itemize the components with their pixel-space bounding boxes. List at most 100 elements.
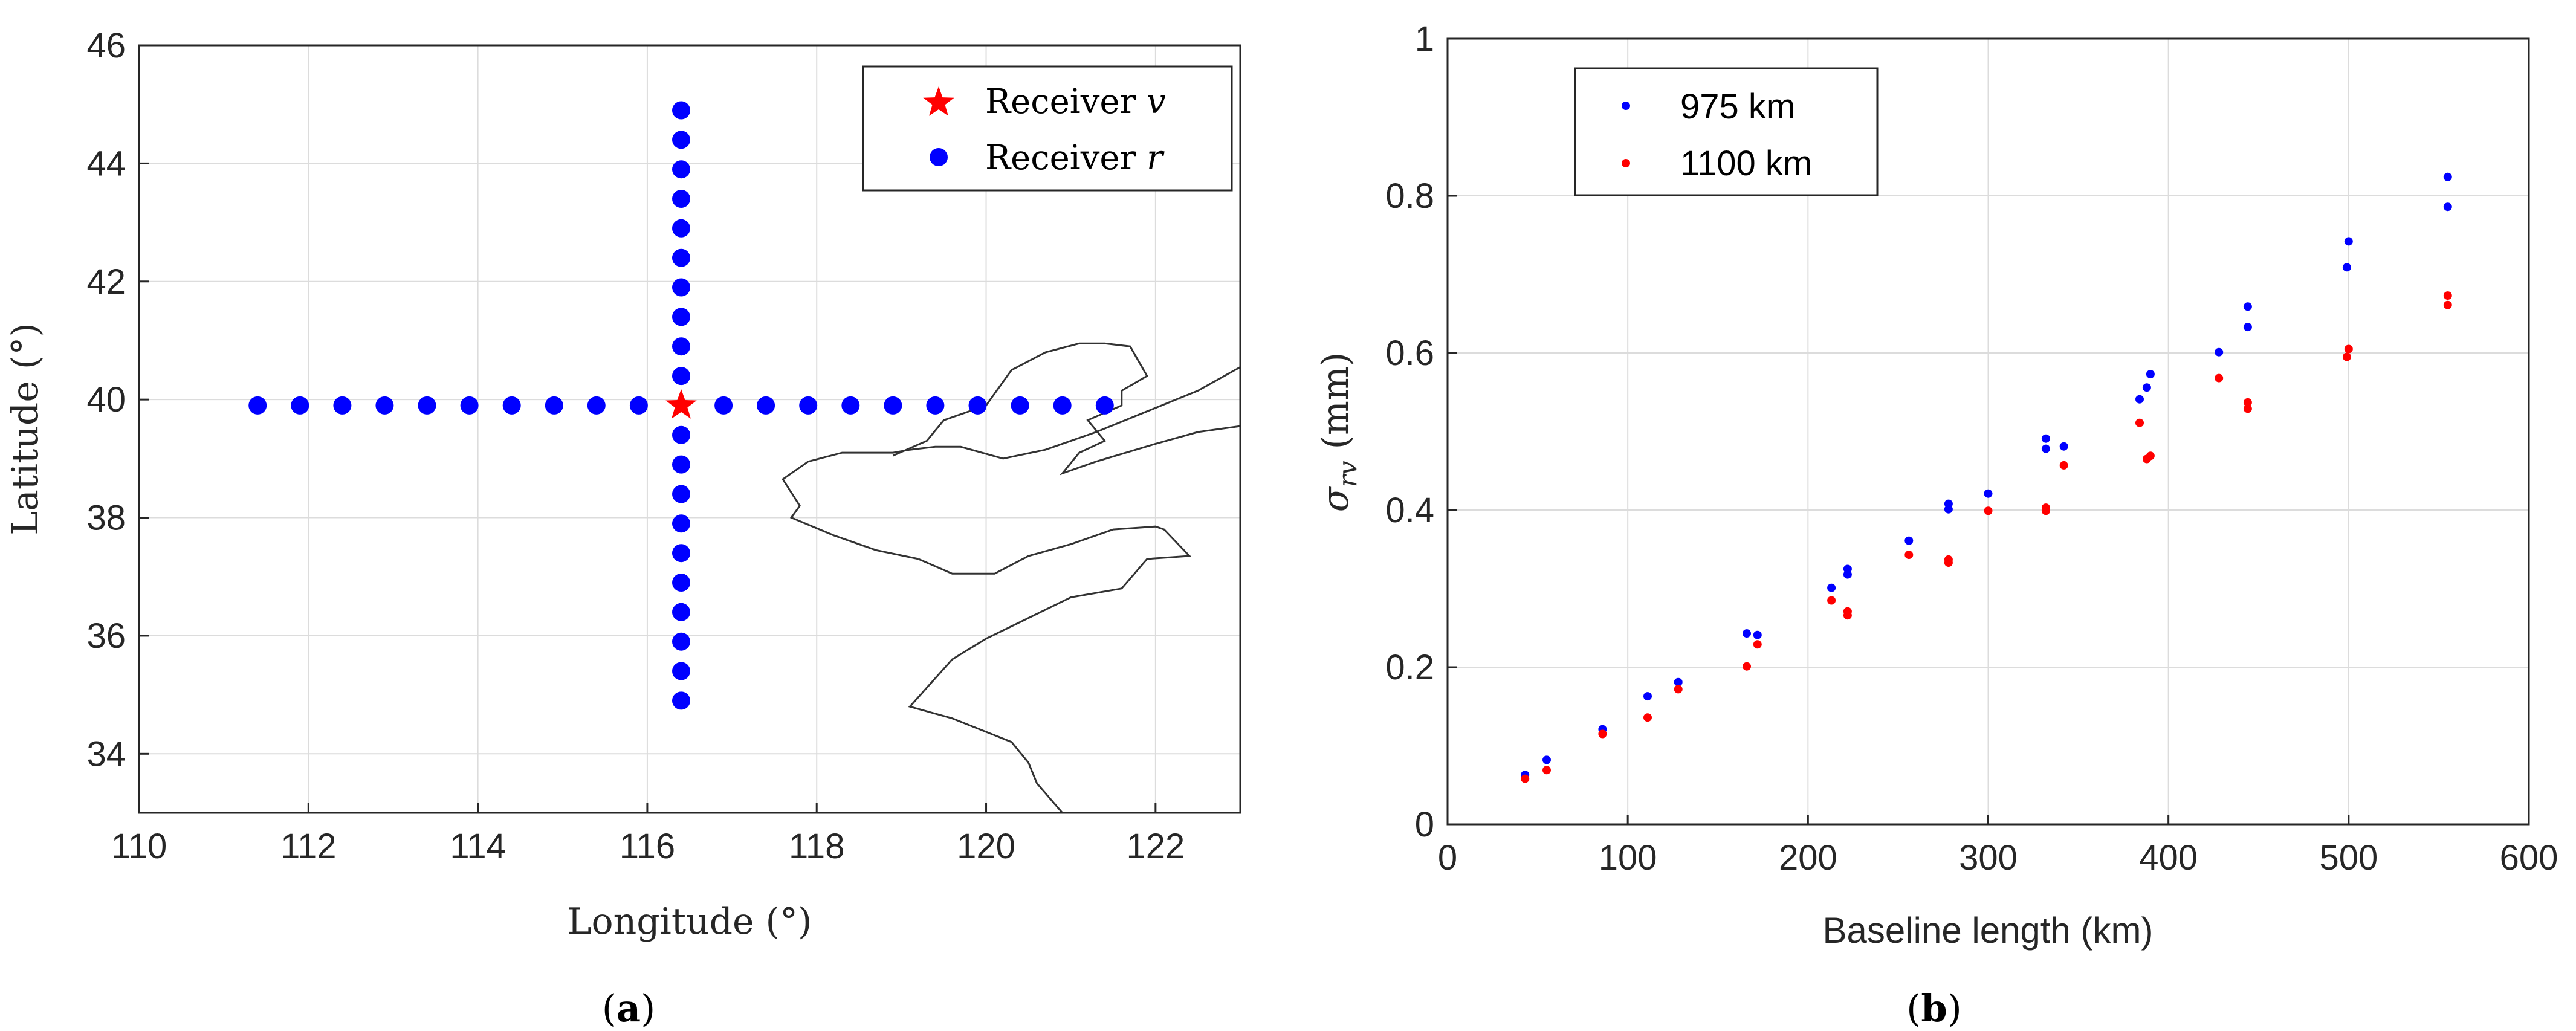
series-975km-point bbox=[2443, 172, 2452, 181]
panel-a-axes-box bbox=[138, 44, 1241, 814]
receiver-r-point bbox=[841, 396, 860, 415]
series-1100km-point bbox=[1843, 607, 1852, 616]
series-975km-point bbox=[2059, 442, 2068, 451]
panel-b-markers bbox=[1521, 172, 2452, 783]
series-1100km-point bbox=[2146, 451, 2155, 461]
b-xtick-label: 0 bbox=[1438, 838, 1457, 877]
legend-star-shape bbox=[923, 86, 954, 116]
series-975km-point bbox=[2342, 263, 2351, 272]
series-975km-point bbox=[2135, 395, 2144, 404]
series-1100km-point bbox=[1598, 729, 1607, 739]
series-1100km-point bbox=[1827, 596, 1836, 605]
legend-receiver-r-dot-icon bbox=[930, 148, 948, 166]
b-xtick-label: 400 bbox=[2139, 838, 2198, 877]
a-xtick-label: 120 bbox=[957, 827, 1015, 866]
panel-a-legend-box bbox=[862, 65, 1233, 192]
receiver-r-point bbox=[672, 514, 690, 533]
receiver-r-point bbox=[248, 396, 267, 415]
receiver-r-point bbox=[460, 396, 479, 415]
series-975km-point bbox=[2243, 323, 2252, 332]
a-ytick-label: 36 bbox=[86, 616, 126, 656]
series-975km-point bbox=[1944, 499, 1953, 508]
b-xtick-label: 600 bbox=[2500, 838, 2558, 877]
b-xtick-label: 300 bbox=[1959, 838, 2018, 877]
panel-a-ylabel: Latitude (°) bbox=[4, 323, 47, 535]
receiver-r-point bbox=[672, 455, 690, 474]
receiver-r-point bbox=[672, 190, 690, 208]
receiver-r-point bbox=[672, 101, 690, 120]
series-1100km-point bbox=[2344, 344, 2353, 354]
receiver-r-point bbox=[672, 278, 690, 297]
series-1100km-point bbox=[1984, 506, 1993, 516]
a-ytick-label: 34 bbox=[86, 734, 126, 774]
a-xtick-label: 116 bbox=[620, 827, 675, 866]
b-ytick-label: 0.2 bbox=[1385, 648, 1434, 687]
series-1100km-point bbox=[1542, 766, 1551, 775]
series-975km-point bbox=[2215, 347, 2224, 357]
series-1100km-point bbox=[2342, 352, 2351, 361]
series-975km-point bbox=[1843, 564, 1852, 574]
panel-b-legend-box bbox=[1574, 67, 1879, 196]
receiver-r-point bbox=[714, 396, 733, 415]
receiver-r-point bbox=[884, 396, 902, 415]
series-1100km-point bbox=[2059, 461, 2068, 470]
receiver-r-point bbox=[587, 396, 606, 415]
a-ytick-label: 46 bbox=[86, 26, 126, 65]
legend-receiver-r-label: Receiver r bbox=[985, 138, 1165, 178]
legend-1100km-label: 1100 km bbox=[1680, 144, 1812, 183]
receiver-r-point bbox=[1053, 396, 1072, 415]
receiver-v-star bbox=[665, 389, 697, 419]
receiver-r-point bbox=[672, 574, 690, 592]
panel-b-ticks: 0 100 200 300 400 500 600 0 0.2 0.4 0.6 0.8 1 bbox=[1385, 19, 2558, 877]
a-ytick-label: 40 bbox=[86, 380, 126, 419]
b-xtick-label: 200 bbox=[1779, 838, 1837, 877]
coastline bbox=[892, 342, 1241, 476]
series-975km-point bbox=[1542, 755, 1551, 764]
series-1100km-point bbox=[1743, 662, 1751, 671]
receiver-r-point bbox=[672, 603, 690, 621]
legend-975km-label: 975 km bbox=[1680, 87, 1795, 126]
series-1100km-point bbox=[2041, 503, 2050, 512]
series-975km-point bbox=[2041, 434, 2050, 443]
series-1100km-point bbox=[1674, 685, 1683, 694]
receiver-r-point bbox=[672, 131, 690, 149]
series-975km-point bbox=[1674, 677, 1683, 687]
receiver-r-point bbox=[968, 396, 987, 415]
legend-receiver-v-star-icon bbox=[923, 86, 954, 116]
legend-1100km-dot-icon bbox=[1622, 159, 1630, 167]
a-xtick-label: 114 bbox=[450, 827, 505, 866]
b-xtick-label: 500 bbox=[2319, 838, 2378, 877]
receiver-r-point bbox=[757, 396, 775, 415]
receiver-r-point bbox=[418, 396, 436, 415]
receiver-r-point bbox=[672, 160, 690, 179]
receiver-r-point bbox=[502, 396, 521, 415]
series-975km-point bbox=[1984, 489, 1993, 498]
series-1100km-point bbox=[1944, 555, 1953, 564]
series-975km-point bbox=[2142, 383, 2151, 392]
coastline bbox=[908, 525, 1192, 813]
receiver-r-point bbox=[545, 396, 563, 415]
panel-b-caption: (b) bbox=[1906, 986, 1962, 1030]
receiver-r-point bbox=[1011, 396, 1029, 415]
series-975km-point bbox=[1904, 536, 1914, 545]
series-1100km-point bbox=[2243, 398, 2252, 407]
receiver-r-point bbox=[672, 485, 690, 503]
series-975km-point bbox=[2443, 202, 2452, 212]
panel-a-caption: (a) bbox=[602, 986, 656, 1030]
receiver-r-point bbox=[333, 396, 352, 415]
legend-975km-dot-icon bbox=[1622, 102, 1630, 110]
b-ytick-label: 1 bbox=[1415, 19, 1434, 59]
b-xtick-label: 100 bbox=[1599, 838, 1657, 877]
receiver-r-point bbox=[672, 425, 690, 444]
series-1100km-point bbox=[2443, 300, 2452, 309]
a-ytick-label: 42 bbox=[86, 262, 126, 302]
b-ytick-label: 0 bbox=[1415, 805, 1434, 844]
receiver-r-point bbox=[672, 632, 690, 651]
series-975km-point bbox=[2243, 302, 2252, 311]
receiver-r-point bbox=[375, 396, 394, 415]
receiver-r-point bbox=[1095, 396, 1114, 415]
panel-a: 110 112 114 116 118 120 122 34 36 38 40 42 44 46 Long… bbox=[4, 26, 1241, 1030]
receiver-r-point bbox=[291, 396, 309, 415]
a-ytick-label: 38 bbox=[86, 499, 126, 538]
